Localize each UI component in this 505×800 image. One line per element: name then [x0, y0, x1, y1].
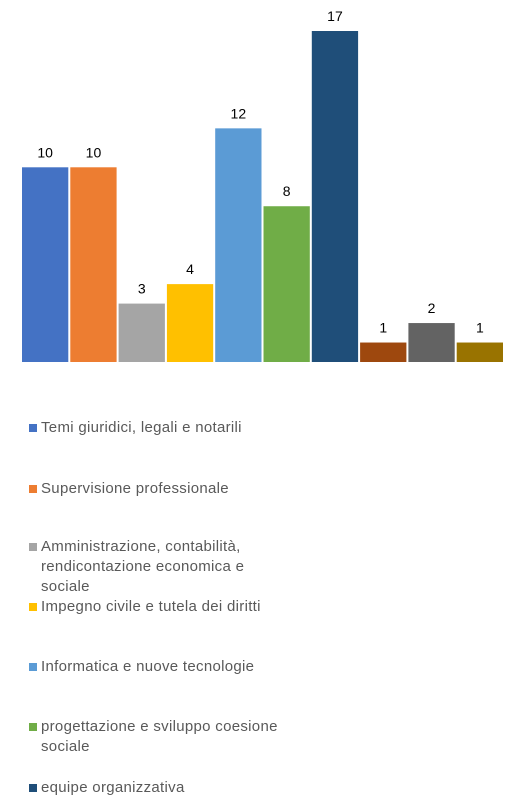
legend-label: Impegno civile e tutela dei diritti [41, 598, 261, 615]
bar [360, 342, 407, 362]
legend-entry: progettazione e sviluppo coesione social… [29, 717, 297, 757]
value-label: 3 [138, 281, 146, 297]
value-label: 8 [283, 183, 291, 199]
legend-label: Temi giuridici, legali e notarili [41, 419, 242, 436]
legend-swatch [29, 424, 37, 432]
bar [22, 167, 69, 362]
legend-entry: equipe organizzativa [29, 778, 297, 798]
legend-label: progettazione e sviluppo coesione social… [41, 718, 278, 755]
value-label: 1 [379, 320, 387, 336]
legend-label: Supervisione professionale [41, 480, 229, 497]
value-label: 12 [231, 105, 247, 121]
value-label: 17 [327, 8, 343, 24]
bar [408, 323, 455, 362]
value-label: 1 [476, 320, 484, 336]
bar [311, 31, 359, 362]
bar [215, 128, 262, 362]
legend-label: equipe organizzativa [41, 779, 185, 796]
value-label: 10 [37, 144, 53, 160]
legend-swatch [29, 543, 37, 551]
legend-entry: Supervisione professionale [29, 479, 297, 499]
bar [118, 303, 165, 362]
legend-entry: Informatica e nuove tecnologie [29, 657, 297, 677]
bar [166, 284, 214, 362]
legend-swatch [29, 663, 37, 671]
legend-entry: Impegno civile e tutela dei diritti [29, 597, 297, 617]
legend-swatch [29, 723, 37, 731]
legend-swatch [29, 485, 37, 493]
value-label: 2 [428, 300, 436, 316]
legend-label: Informatica e nuove tecnologie [41, 658, 255, 675]
legend-label: Amministrazione, contabilità, rendiconta… [41, 538, 245, 595]
legend-swatch [29, 603, 37, 611]
bar [263, 206, 310, 362]
value-label: 4 [186, 261, 194, 277]
legend-swatch [29, 784, 37, 792]
legend-entry: Amministrazione, contabilità, rendiconta… [29, 537, 297, 597]
bar [456, 342, 503, 362]
bar [70, 167, 117, 362]
value-label: 10 [86, 144, 102, 160]
legend-entry: Temi giuridici, legali e notarili [29, 418, 297, 438]
